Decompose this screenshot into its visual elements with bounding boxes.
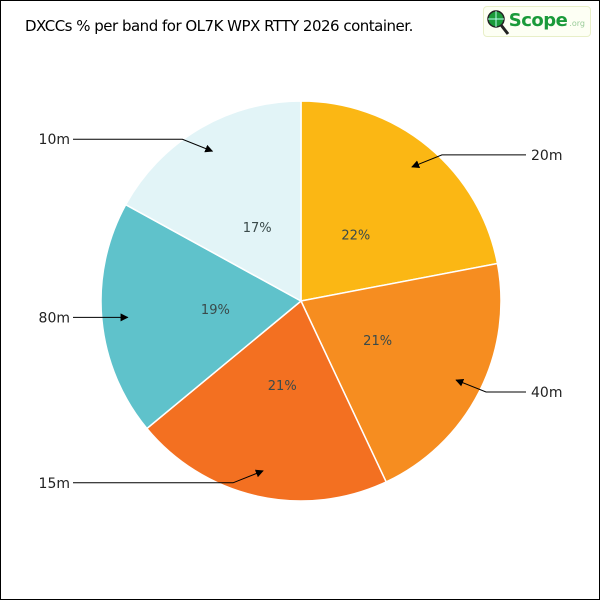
slice-value-label: 21%	[363, 334, 392, 349]
leader-line	[73, 138, 214, 153]
logo-text: Scope	[508, 10, 568, 31]
magnifier-globe-icon	[486, 10, 509, 35]
leader-line	[411, 154, 526, 168]
chart-title: DXCCs % per band for OL7K WPX RTTY 2026 …	[25, 17, 413, 35]
slice-value-label: 17%	[243, 221, 272, 236]
pie-slice-80m	[100, 203, 303, 430]
pie-slice-20m	[300, 100, 499, 302]
category-label: 20m	[531, 148, 562, 164]
category-label: 15m	[39, 476, 70, 492]
leader-line	[73, 469, 264, 484]
qrzscope-logo[interactable]: Scope .org	[482, 6, 591, 37]
slice-value-label: 21%	[268, 379, 297, 394]
category-label: 10m	[39, 132, 70, 148]
logo-suffix: .org	[569, 19, 585, 28]
pie-slice-40m	[299, 262, 502, 483]
category-label: 40m	[531, 385, 562, 401]
pie-slice-10m	[124, 100, 302, 303]
leader-line	[455, 378, 526, 393]
slice-value-label: 19%	[201, 303, 230, 318]
category-label: 80m	[39, 310, 70, 326]
slice-value-label: 22%	[341, 229, 370, 244]
pie-slice-15m	[145, 299, 388, 502]
